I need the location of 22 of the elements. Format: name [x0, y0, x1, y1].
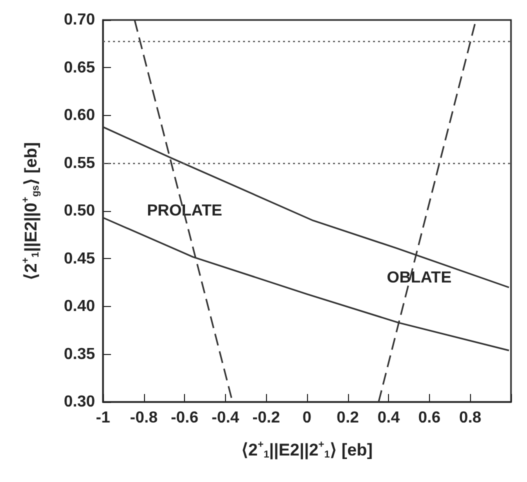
x-tick-label: 0.6: [418, 410, 441, 426]
y-tick-label: 0.60: [64, 107, 96, 124]
x-tick-label: -1: [96, 410, 110, 426]
x-tick-label: 0.2: [336, 410, 360, 426]
y-tick-label: 0.45: [64, 250, 96, 268]
y-tick-label: 0.55: [64, 154, 96, 172]
annotation: PROLATE: [146, 202, 223, 220]
x-tick-label: -0.2: [252, 410, 280, 426]
y-tick-label: 0.65: [64, 59, 96, 76]
y-tick-label: 0.70: [64, 12, 96, 28]
x-tick-label: -0.6: [170, 410, 198, 426]
x-tick-label: -0.4: [212, 410, 240, 426]
x-tick-label: 0.8: [459, 410, 482, 426]
x-tick-label: 0.4: [377, 410, 400, 426]
y-tick-label: 0.40: [64, 298, 96, 315]
y-axis-title: ⟨2+1||E2||0+gs⟩ [eb]: [20, 142, 42, 280]
y-tick-label: 0.30: [64, 394, 96, 410]
y-tick-label: 0.50: [64, 202, 96, 220]
x-tick-label: -0.8: [130, 410, 158, 426]
x-tick-label: 0: [302, 410, 312, 426]
y-tick-label: 0.35: [64, 346, 96, 363]
annotation: OBLATE: [386, 269, 452, 286]
